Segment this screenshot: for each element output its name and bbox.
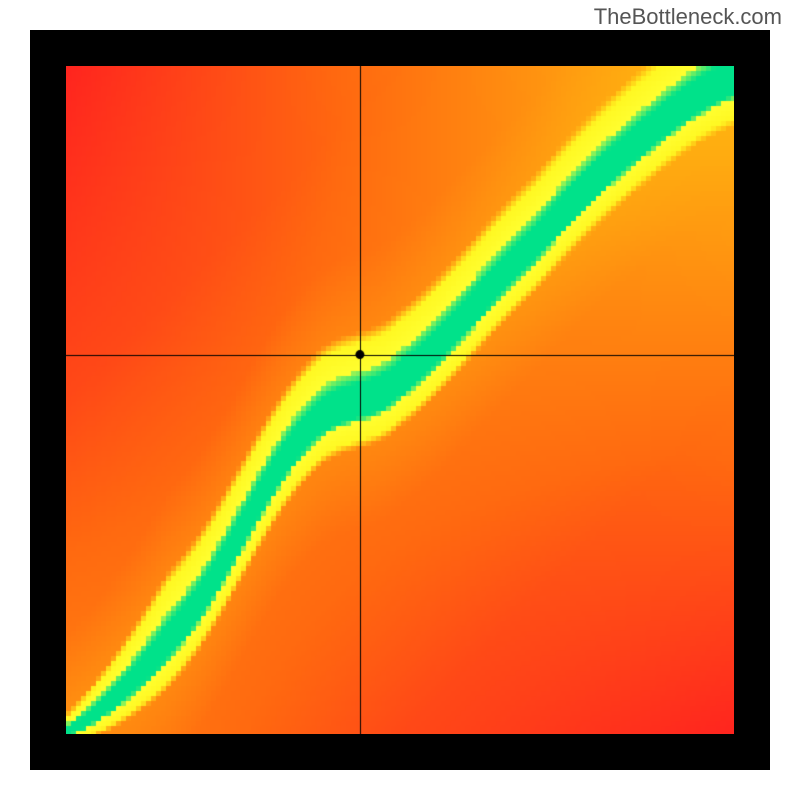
heatmap-canvas [66, 66, 734, 734]
chart-container: TheBottleneck.com [0, 0, 800, 800]
watermark-text: TheBottleneck.com [594, 4, 782, 30]
chart-frame [30, 30, 770, 770]
heatmap-plot [66, 66, 734, 734]
